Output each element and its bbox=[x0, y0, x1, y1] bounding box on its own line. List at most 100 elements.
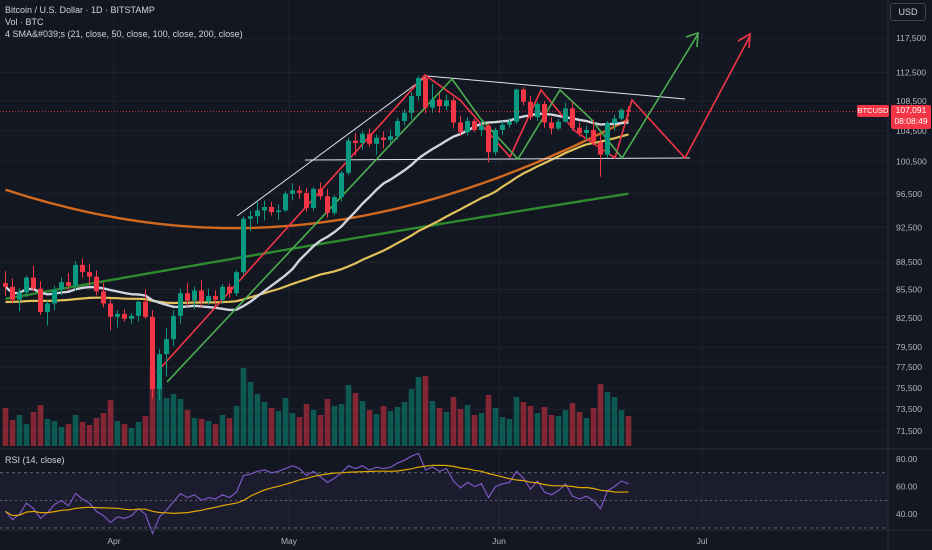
candle-body bbox=[465, 120, 470, 133]
red-arrowhead bbox=[737, 32, 751, 49]
candle-body bbox=[276, 210, 281, 213]
candle-body bbox=[332, 197, 337, 213]
price-tick-label: 71,500 bbox=[896, 426, 922, 436]
volume-bar bbox=[548, 415, 555, 446]
trendline bbox=[304, 157, 691, 161]
price-tick-label: 108,500 bbox=[896, 96, 927, 106]
volume-bar bbox=[191, 418, 198, 446]
price-tag-countdown: 08:08:49 bbox=[894, 116, 928, 127]
price-tick-label: 82,500 bbox=[896, 313, 922, 323]
symbol-line[interactable]: Bitcoin / U.S. Dollar · 1D · BITSTAMP bbox=[5, 5, 155, 15]
candle-body bbox=[108, 303, 113, 317]
candle-body bbox=[206, 296, 211, 302]
volume-bar bbox=[345, 385, 352, 446]
rsi-tick-label: 40.00 bbox=[896, 509, 918, 519]
candle-body bbox=[402, 112, 407, 121]
sma-line[interactable]: 4 SMA&#039;s (21, close, 50, close, 100,… bbox=[5, 29, 243, 39]
price-tick-label: 79,500 bbox=[896, 342, 922, 352]
volume-bar bbox=[471, 415, 478, 446]
rsi-ma-line bbox=[5, 464, 629, 517]
candle-body bbox=[101, 291, 106, 304]
volume-bar bbox=[128, 428, 135, 446]
candle-body bbox=[486, 125, 491, 153]
volume-bar bbox=[170, 394, 177, 446]
volume-bar bbox=[261, 402, 268, 446]
candle-body bbox=[136, 301, 141, 316]
candle-body bbox=[409, 95, 414, 113]
candle-body bbox=[584, 130, 589, 134]
candle-body bbox=[311, 188, 316, 208]
volume-line[interactable]: Vol · BTC bbox=[5, 17, 44, 27]
candle-body bbox=[45, 303, 50, 313]
volume-bar bbox=[352, 393, 359, 446]
candle-body bbox=[17, 292, 22, 300]
price-tag-value: 107,091 08:08:49 bbox=[891, 105, 931, 130]
volume-bar bbox=[2, 408, 9, 446]
candle-body bbox=[59, 282, 64, 290]
volume-bar bbox=[373, 414, 380, 446]
candle-body bbox=[38, 288, 43, 313]
sma200-line bbox=[5, 118, 630, 230]
candle-body bbox=[143, 301, 148, 317]
candle-body bbox=[304, 192, 309, 208]
volume-bar bbox=[58, 427, 65, 446]
volume-bar bbox=[86, 425, 93, 446]
candle-body bbox=[493, 130, 498, 153]
volume-bar bbox=[457, 409, 464, 446]
candle-body bbox=[353, 140, 358, 143]
rsi-line bbox=[5, 452, 629, 536]
volume-bar bbox=[450, 397, 457, 446]
candle-body bbox=[367, 133, 372, 144]
volume-bar bbox=[394, 407, 401, 446]
candle-body bbox=[381, 137, 386, 140]
volume-bar bbox=[149, 370, 156, 446]
rsi-label[interactable]: RSI (14, close) bbox=[5, 455, 65, 465]
candle-body bbox=[619, 109, 624, 119]
volume-bar bbox=[408, 389, 415, 446]
candle-body bbox=[591, 130, 596, 143]
currency-button[interactable]: USD bbox=[890, 3, 926, 21]
candle-body bbox=[458, 122, 463, 133]
price-tick-label: 104,500 bbox=[896, 126, 927, 136]
volume-bar bbox=[100, 413, 107, 446]
volume-bar bbox=[569, 403, 576, 446]
candle-body bbox=[395, 120, 400, 137]
green-projection-path bbox=[166, 33, 699, 383]
price-tick-label: 77,500 bbox=[896, 362, 922, 372]
volume-bar bbox=[79, 422, 86, 446]
candle-body bbox=[31, 277, 36, 289]
volume-bar bbox=[212, 424, 219, 446]
volume-bar bbox=[107, 400, 114, 446]
volume-bar bbox=[513, 397, 520, 446]
candle-body bbox=[115, 313, 120, 317]
candle-body bbox=[192, 290, 197, 301]
candle-body bbox=[80, 264, 85, 273]
price-tick-label: 92,500 bbox=[896, 222, 922, 232]
candle-body bbox=[227, 286, 232, 294]
volume-bar bbox=[422, 376, 429, 446]
candle-body bbox=[521, 89, 526, 102]
red-projection-path bbox=[156, 35, 751, 373]
sma21-line bbox=[4, 112, 629, 312]
candle-body bbox=[507, 121, 512, 125]
candle-body bbox=[430, 99, 435, 108]
rsi-tick-label: 80.00 bbox=[896, 454, 918, 464]
candle-body bbox=[339, 172, 344, 198]
volume-bar bbox=[268, 408, 275, 446]
volume-bar bbox=[485, 395, 492, 446]
candle-body bbox=[612, 118, 617, 124]
volume-bar bbox=[310, 410, 317, 446]
volume-bar bbox=[247, 382, 254, 446]
volume-bar bbox=[317, 415, 324, 446]
candle-body bbox=[283, 193, 288, 211]
volume-bar bbox=[555, 416, 562, 446]
rsi-pane bbox=[0, 452, 888, 536]
candle-body bbox=[290, 190, 295, 194]
price-tick-label: 96,500 bbox=[896, 189, 922, 199]
volume-bar bbox=[464, 405, 471, 446]
price-tick-label: 73,500 bbox=[896, 404, 922, 414]
candle-body bbox=[129, 315, 134, 319]
candle-body bbox=[360, 133, 365, 143]
